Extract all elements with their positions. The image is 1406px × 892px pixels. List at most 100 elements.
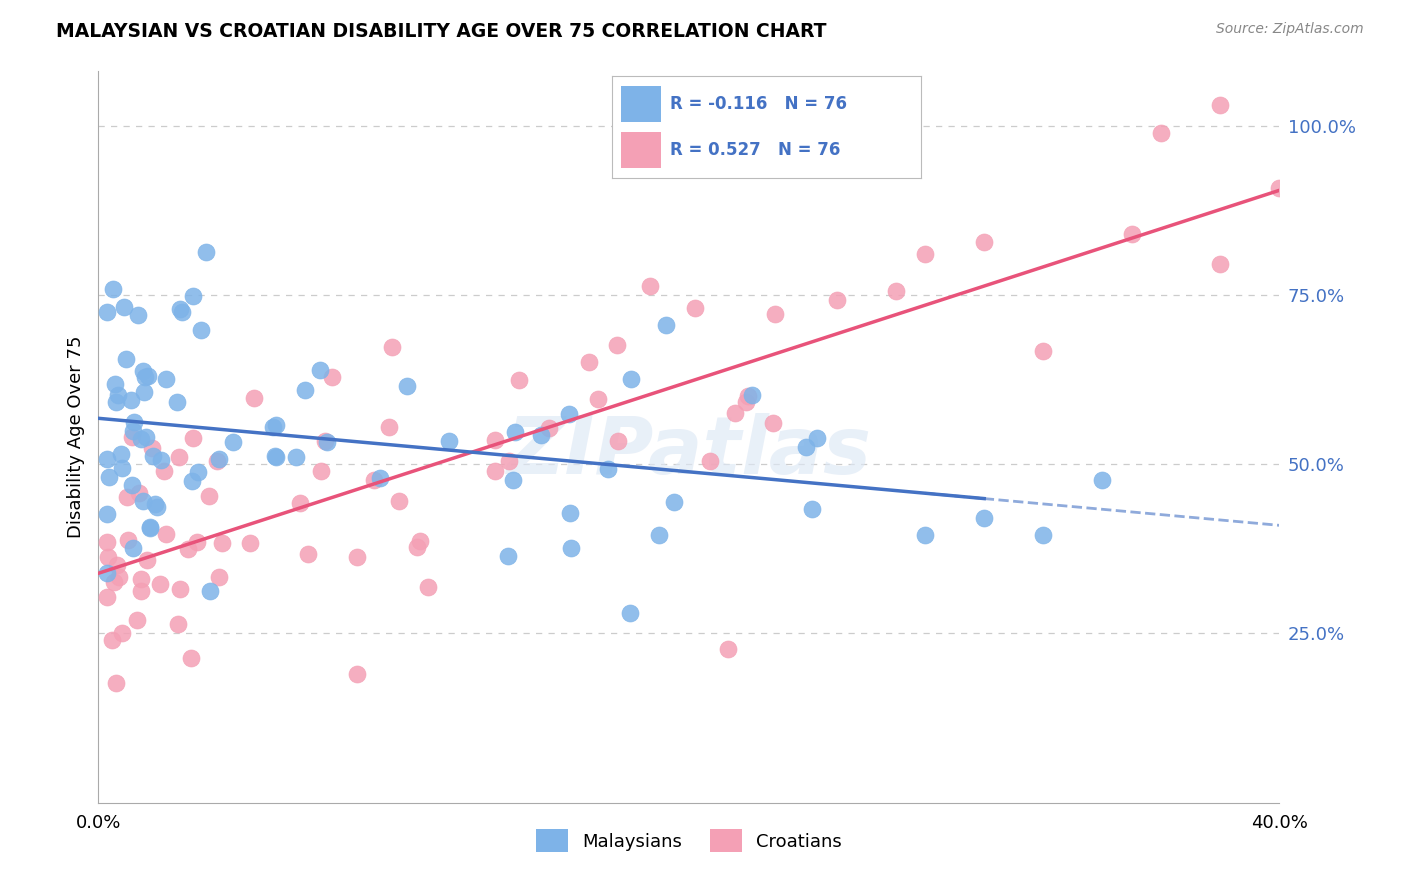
Point [498,549,520,564]
Point [914,528,936,542]
Point [368,471,391,485]
Point [321,370,343,384]
Point [105,676,128,690]
Point [169,302,191,317]
Point [103,574,125,589]
Point [107,388,129,402]
Point [222,434,245,449]
Point [484,464,506,478]
Point [129,572,152,586]
Point [177,541,200,556]
Point [1091,473,1114,487]
Point [508,373,530,387]
Point [180,651,202,665]
Point [502,473,524,487]
Point [529,428,551,442]
Point [110,447,132,461]
Point [1150,127,1173,141]
Point [104,377,127,392]
Point [290,495,312,509]
Point [1121,227,1143,242]
Point [640,279,662,293]
Point [1209,98,1232,112]
Point [717,641,740,656]
Point [264,449,287,463]
Point [606,434,628,448]
Point [735,394,758,409]
Point [409,534,432,549]
Point [262,420,284,434]
Point [762,417,785,431]
Text: MALAYSIAN VS CROATIAN DISABILITY AGE OVER 75 CORRELATION CHART: MALAYSIAN VS CROATIAN DISABILITY AGE OVE… [56,22,827,41]
Point [142,449,165,463]
Point [266,418,288,433]
Point [294,384,316,398]
Point [136,553,159,567]
Text: R = 0.527   N = 76: R = 0.527 N = 76 [671,141,841,159]
Text: Source: ZipAtlas.com: Source: ZipAtlas.com [1216,22,1364,37]
Point [308,363,330,377]
Point [211,536,233,550]
Point [96,566,118,580]
Point [121,541,143,555]
Point [662,495,685,509]
Point [1032,343,1054,358]
Point [127,613,149,627]
Point [132,364,155,378]
Point [297,547,319,561]
Point [197,489,219,503]
Point [309,464,332,478]
Point [538,421,561,435]
Point [346,667,368,681]
Point [105,558,128,573]
Point [128,486,150,500]
Point [145,497,167,511]
Point [198,583,221,598]
Point [484,433,506,447]
Point [578,354,600,368]
Point [181,289,204,303]
Point [132,494,155,508]
Point [685,301,707,315]
Point [741,387,763,401]
Point [138,520,160,534]
Point [186,534,208,549]
Point [96,534,118,549]
Point [264,450,287,465]
Point [136,369,159,384]
Point [647,528,669,542]
Point [111,626,134,640]
Point [596,462,619,476]
Point [121,425,143,439]
Point [416,580,439,594]
Point [120,392,142,407]
Point [205,454,228,468]
Point [558,506,581,520]
Point [149,577,172,591]
Point [181,431,204,445]
Point [117,533,139,547]
Point [135,430,157,444]
Point [363,473,385,487]
Point [498,454,520,468]
Point [97,550,120,565]
Point [121,478,143,492]
Point [655,318,678,332]
Point [187,465,209,479]
Point [396,378,419,392]
Point [1209,257,1232,271]
Point [1268,180,1291,194]
Point [737,389,759,403]
Point [586,392,609,407]
Point [166,394,188,409]
Point [111,461,134,475]
Text: R = -0.116   N = 76: R = -0.116 N = 76 [671,95,848,113]
Point [96,451,118,466]
Point [884,285,907,299]
Text: ZIPatlas: ZIPatlas [506,413,872,491]
Point [806,431,828,445]
Point [285,450,308,465]
Point [380,340,402,354]
Bar [621,132,661,168]
Point [129,583,152,598]
